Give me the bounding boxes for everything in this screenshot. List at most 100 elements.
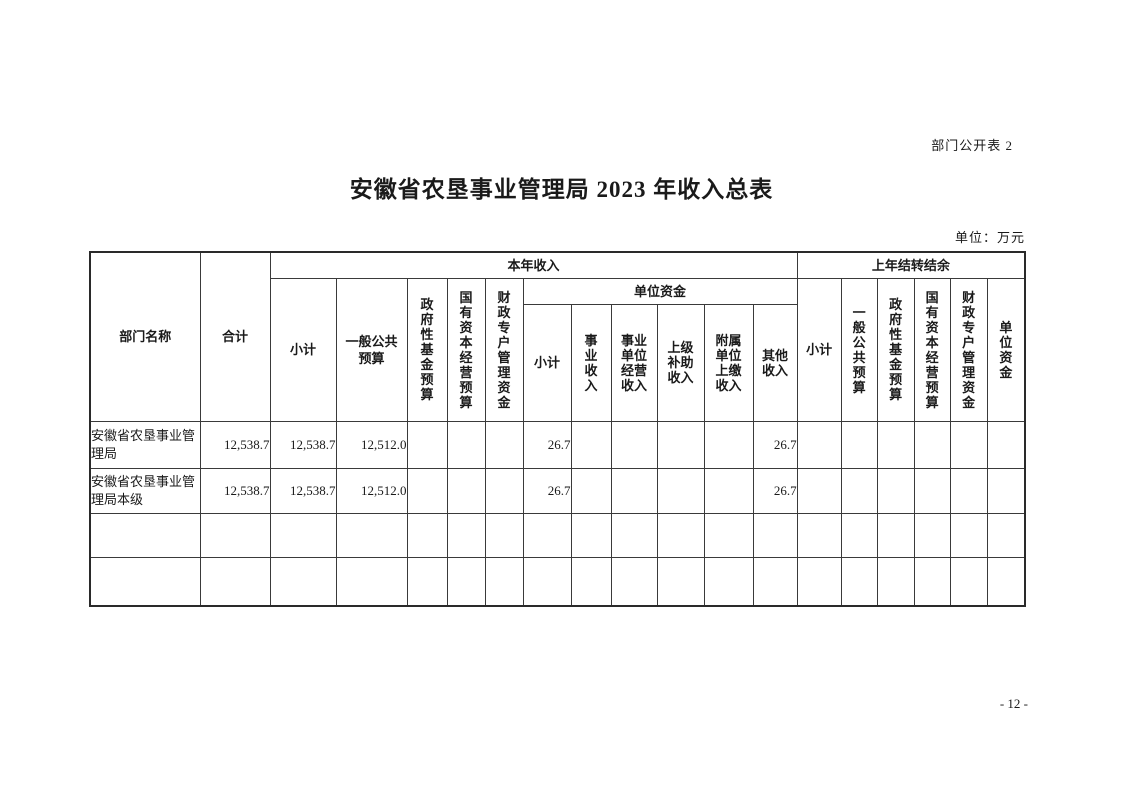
value-cell <box>656 467 705 514</box>
value-cell <box>703 467 754 514</box>
value-cell <box>913 420 951 469</box>
value-cell: 26.7 <box>752 467 798 514</box>
value-cell <box>484 467 524 514</box>
value-cell <box>406 420 448 469</box>
table-row: 安徽省农垦事业管理局本级 12,538.7 12,538.7 12,512.0 26.7… <box>89 467 1026 514</box>
value-cell <box>840 467 878 514</box>
header-cy-fiscal-account-funds: 财政专户管理资金 <box>484 277 524 422</box>
income-table-wrapper: 部门名称 合计 本年收入 上年结转结余 小计 一般公共预算 政府性基金预算 国有… <box>89 251 1027 607</box>
value-cell <box>752 556 798 607</box>
value-cell <box>446 512 486 558</box>
header-py-subtotal: 小计 <box>796 277 842 422</box>
value-cell <box>840 512 878 558</box>
dept-name-cell: 安徽省农垦事业管理局 <box>89 420 201 469</box>
header-cy-subtotal: 小计 <box>269 277 337 422</box>
value-cell <box>752 512 798 558</box>
header-uf-subtotal: 小计 <box>522 303 572 422</box>
value-cell <box>796 420 842 469</box>
value-cell: 12,512.0 <box>335 420 408 469</box>
value-cell <box>335 556 408 607</box>
value-cell <box>610 512 658 558</box>
header-uf-institutional-operating-income: 事业单位经营收入 <box>610 303 658 422</box>
header-current-year-income: 本年收入 <box>269 251 798 279</box>
table-body: 安徽省农垦事业管理局 12,538.7 12,538.7 12,512.0 26.7 26… <box>89 420 1026 607</box>
value-cell: 26.7 <box>522 467 572 514</box>
table-row <box>89 556 1026 607</box>
value-cell <box>269 512 337 558</box>
value-cell <box>570 556 612 607</box>
value-cell <box>335 512 408 558</box>
value-cell <box>913 556 951 607</box>
dept-name-cell <box>89 556 201 607</box>
value-cell <box>703 556 754 607</box>
table-header: 部门名称 合计 本年收入 上年结转结余 小计 一般公共预算 政府性基金预算 国有… <box>89 251 1026 422</box>
value-cell <box>703 512 754 558</box>
table-row: 安徽省农垦事业管理局 12,538.7 12,538.7 12,512.0 26.7 26… <box>89 420 1026 469</box>
dept-name-cell <box>89 512 201 558</box>
value-cell <box>656 556 705 607</box>
header-py-general-public-budget: 一般公共预算 <box>840 277 878 422</box>
value-cell <box>406 467 448 514</box>
header-uf-superior-subsidy-income: 上级补助收入 <box>656 303 705 422</box>
value-cell <box>570 467 612 514</box>
value-cell <box>986 467 1026 514</box>
value-cell <box>986 512 1026 558</box>
value-cell: 12,538.7 <box>269 420 337 469</box>
value-cell <box>610 467 658 514</box>
value-cell: 12,538.7 <box>269 467 337 514</box>
value-cell <box>913 512 951 558</box>
header-uf-institutional-income: 事业收入 <box>570 303 612 422</box>
page-title: 安徽省农垦事业管理局 2023 年收入总表 <box>349 177 774 202</box>
value-cell <box>570 512 612 558</box>
header-dept-name: 部门名称 <box>89 251 201 422</box>
value-cell <box>269 556 337 607</box>
value-cell <box>446 556 486 607</box>
value-cell <box>703 420 754 469</box>
header-py-state-capital-budget: 国有资本经营预算 <box>913 277 951 422</box>
value-cell <box>446 420 486 469</box>
header-py-gov-fund-budget: 政府性基金预算 <box>876 277 915 422</box>
header-total: 合计 <box>199 251 271 422</box>
value-cell <box>796 467 842 514</box>
value-cell <box>913 467 951 514</box>
value-cell <box>949 467 988 514</box>
header-uf-other-income: 其他收入 <box>752 303 798 422</box>
value-cell <box>986 556 1026 607</box>
value-cell <box>876 467 915 514</box>
value-cell: 12,538.7 <box>199 420 271 469</box>
value-cell <box>522 512 572 558</box>
value-cell <box>986 420 1026 469</box>
value-cell <box>840 556 878 607</box>
value-cell <box>876 512 915 558</box>
value-cell <box>796 556 842 607</box>
value-cell <box>570 420 612 469</box>
dept-name-cell: 安徽省农垦事业管理局本级 <box>89 467 201 514</box>
value-cell <box>949 512 988 558</box>
value-cell <box>656 420 705 469</box>
value-cell <box>406 512 448 558</box>
income-summary-table: 部门名称 合计 本年收入 上年结转结余 小计 一般公共预算 政府性基金预算 国有… <box>89 251 1027 607</box>
value-cell <box>446 467 486 514</box>
value-cell: 26.7 <box>522 420 572 469</box>
value-cell <box>199 512 271 558</box>
value-cell <box>876 420 915 469</box>
value-cell: 12,538.7 <box>199 467 271 514</box>
value-cell <box>484 512 524 558</box>
value-cell: 26.7 <box>752 420 798 469</box>
header-cy-state-capital-budget: 国有资本经营预算 <box>446 277 486 422</box>
value-cell <box>406 556 448 607</box>
header-cy-gov-fund-budget: 政府性基金预算 <box>406 277 448 422</box>
value-cell <box>796 512 842 558</box>
header-uf-subordinate-remit-income: 附属单位上缴收入 <box>703 303 754 422</box>
value-cell <box>522 556 572 607</box>
page-number: - 12 - <box>999 696 1028 711</box>
value-cell <box>484 556 524 607</box>
value-cell <box>876 556 915 607</box>
table-row <box>89 512 1026 558</box>
value-cell <box>949 556 988 607</box>
header-unit-funds-group: 单位资金 <box>522 277 798 305</box>
header-prev-year-carryover: 上年结转结余 <box>796 251 1026 279</box>
header-py-fiscal-account-funds: 财政专户管理资金 <box>949 277 988 422</box>
header-cy-general-public-budget: 一般公共预算 <box>335 277 408 422</box>
